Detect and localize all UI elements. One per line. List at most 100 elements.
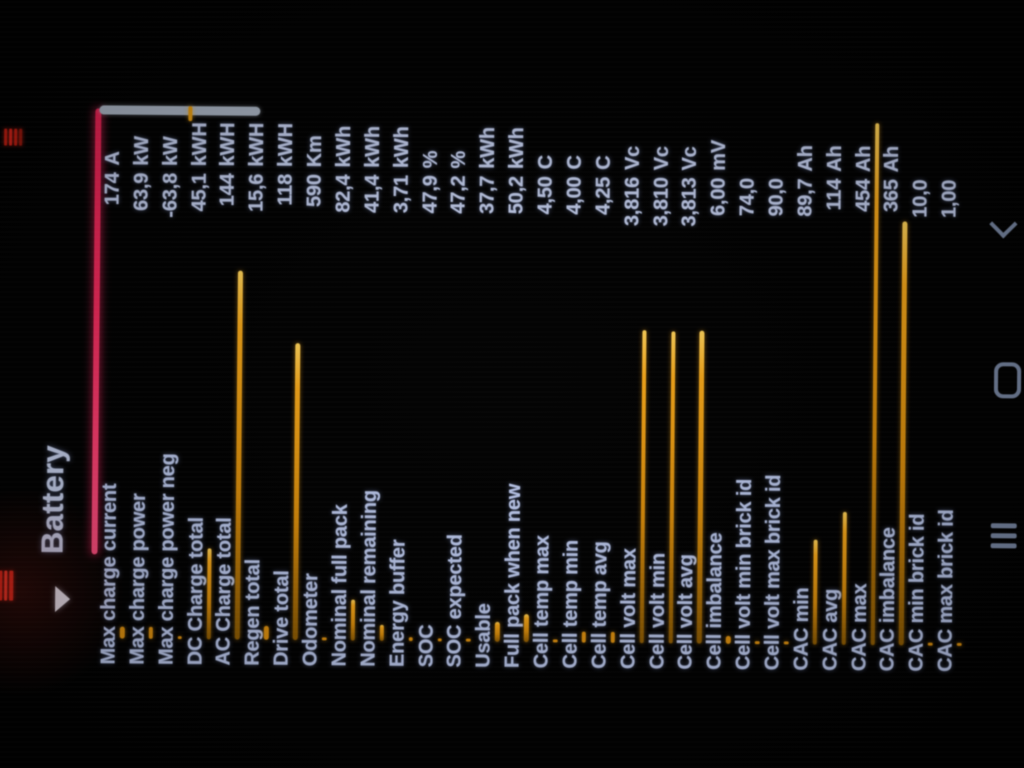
- row-bar: [177, 636, 183, 640]
- row-label: CAC max brick id: [934, 509, 959, 672]
- row-value: 174: [101, 172, 124, 206]
- row-value: 41,4: [361, 174, 384, 214]
- row-bar: [523, 614, 529, 643]
- row-value: 365: [880, 179, 904, 213]
- row-label: Cell imbalance: [703, 532, 727, 670]
- row-unit: C: [534, 154, 558, 170]
- row-unit: Ah: [823, 145, 846, 172]
- row-label: Max charge current: [97, 483, 122, 665]
- row-unit: Vc: [650, 146, 673, 171]
- row-bar: [581, 631, 587, 643]
- row-value: 4,00: [563, 176, 586, 215]
- row-bar: [495, 621, 500, 642]
- row-value: -63,8: [159, 172, 182, 218]
- row-label: Cell volt max: [617, 548, 641, 670]
- row-unit: A: [101, 151, 125, 166]
- row-value: 63,9: [130, 172, 153, 211]
- row-value: 6,00: [707, 177, 731, 217]
- row-value: 454: [852, 178, 875, 212]
- row-label: Cell temp avg: [588, 541, 612, 669]
- row-value: 15,6: [245, 173, 269, 213]
- row-value: 3,71: [390, 174, 413, 214]
- row-value: 144: [217, 173, 240, 207]
- row-value: 37,7: [476, 175, 500, 215]
- row-value: 3,813: [678, 177, 702, 227]
- row-unit: Vc: [679, 146, 702, 171]
- back-icon: [989, 210, 1018, 239]
- row-value: 4,25: [592, 176, 615, 216]
- row-label: Regen total: [241, 558, 265, 666]
- row-unit: Vc: [621, 145, 644, 171]
- row-label: SOC expected: [443, 534, 468, 668]
- row-bar: [292, 343, 301, 641]
- row-bar: [264, 625, 269, 640]
- row-unit: kWh: [332, 125, 356, 168]
- row-label: SOC: [415, 624, 438, 668]
- row-unit: kW: [130, 136, 154, 166]
- row-label: Odometer: [299, 573, 323, 667]
- home-icon: [993, 362, 1022, 399]
- row-value: 82,4: [332, 174, 355, 213]
- row-value: 118: [274, 173, 298, 206]
- row-label: Cell volt avg: [674, 554, 698, 670]
- row-bar: [148, 626, 154, 639]
- nav-bar: [981, 4, 1024, 768]
- row-bar: [321, 637, 327, 641]
- row-bar: [437, 638, 442, 642]
- row-bar: [726, 635, 731, 644]
- row-label: CAC imbalance: [876, 527, 901, 672]
- row-unit: kWh: [390, 126, 413, 169]
- row-label: DC Charge total: [184, 517, 208, 666]
- row-unit: mV: [708, 139, 731, 171]
- row-label: Cell temp max: [530, 535, 554, 669]
- row-label: Cell volt min brick id: [732, 478, 757, 671]
- row-unit: Km: [303, 135, 327, 168]
- row-value: 3,810: [649, 177, 673, 227]
- row-value: 590: [303, 174, 326, 208]
- row-value: 4,50: [534, 176, 557, 215]
- row-value: 47,9: [419, 175, 442, 214]
- row-unit: Ah: [852, 145, 875, 173]
- row-bar: [379, 624, 385, 641]
- home-button[interactable]: [984, 344, 1024, 414]
- row-bar: [408, 637, 413, 642]
- row-label: Usable: [472, 603, 496, 668]
- row-label: Energy buffer: [386, 539, 410, 668]
- row-value: 50,2: [505, 175, 528, 215]
- row-bar: [754, 641, 760, 645]
- row-unit: Ah: [881, 145, 904, 173]
- row-bar: [119, 626, 125, 639]
- row-label: AC Charge total: [213, 517, 237, 666]
- row-label: Nominal remaining: [357, 490, 381, 667]
- row-bar: [928, 642, 933, 646]
- row-unit: Ah: [794, 145, 817, 172]
- row-bar: [841, 511, 848, 645]
- row-unit: kWH: [188, 122, 211, 167]
- row-unit: kWh: [506, 127, 529, 170]
- row-unit: %: [448, 150, 471, 169]
- row-label: CAC min: [790, 587, 814, 671]
- row-unit: kWH: [275, 123, 298, 168]
- list-item[interactable]: CAC max brick id 1,00: [934, 4, 970, 768]
- row-bar: [783, 641, 789, 645]
- row-unit: kW: [159, 136, 182, 167]
- row-bar: [956, 642, 962, 646]
- recents-button[interactable]: [982, 494, 1023, 564]
- row-value: 47,2: [447, 175, 471, 214]
- row-label: Cell volt min: [646, 552, 670, 670]
- row-label: Max charge power neg: [155, 453, 180, 666]
- row-label: Full pack when new: [501, 483, 526, 669]
- row-bar: [639, 330, 647, 644]
- row-bar: [812, 539, 819, 645]
- row-unit: C: [592, 155, 615, 170]
- row-bar: [206, 548, 212, 640]
- row-unit: kWH: [217, 122, 240, 167]
- back-button[interactable]: [985, 190, 1024, 260]
- row-label: CAC avg: [819, 588, 842, 671]
- row-bar: [350, 599, 356, 641]
- row-label: Nominal full pack: [328, 504, 352, 667]
- row-unit: kWh: [361, 126, 385, 168]
- row-label: CAC max: [848, 583, 871, 672]
